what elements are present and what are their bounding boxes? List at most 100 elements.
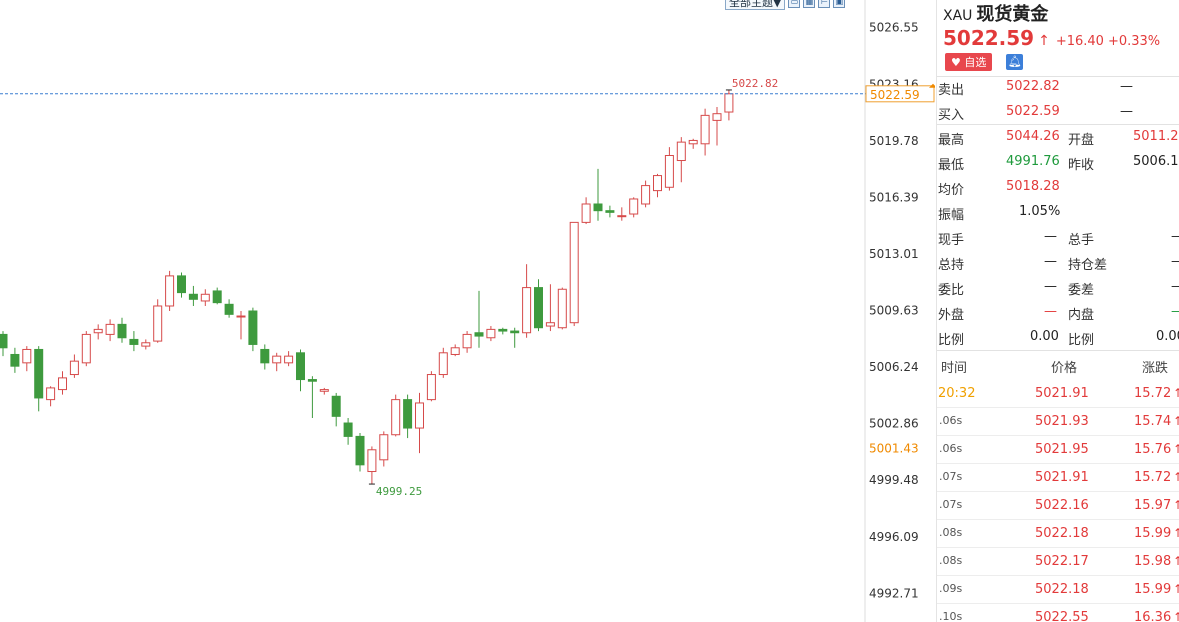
y-tick-label: 4992.71	[869, 586, 919, 600]
low-annotation: 4999.25	[376, 485, 422, 498]
y-tick-label: 5026.55	[869, 21, 919, 35]
last-price: 5022.59	[943, 26, 1035, 50]
trade-time: 20:32	[938, 386, 976, 401]
trade-row: .07s 5021.91 15.72↑	[937, 464, 1179, 492]
y-tick-label: 5013.01	[869, 247, 919, 261]
trade-change: 15.99	[1134, 526, 1172, 541]
current-price-label: 5022.59	[870, 88, 920, 102]
chart-svg[interactable]: 5026.555023.165019.785016.395013.015009.…	[0, 0, 935, 622]
amplitude-value: 1.05%	[1019, 204, 1061, 219]
trade-change: 16.36	[1134, 610, 1172, 622]
candle-body	[379, 434, 389, 461]
trade-time: .09s	[939, 582, 963, 595]
candle-body	[474, 332, 484, 337]
candle-body	[188, 293, 198, 300]
trade-price: 5022.17	[1035, 554, 1089, 569]
candle-body	[403, 399, 413, 429]
divider	[937, 350, 1179, 351]
candle-body	[331, 395, 341, 417]
bid-diff-value: —	[1171, 279, 1179, 294]
candle-body	[81, 333, 91, 364]
candle-body	[415, 402, 424, 429]
high-annotation: 5022.82	[732, 77, 778, 90]
layout-icon[interactable]: ▭	[788, 0, 801, 8]
trade-row: .10s 5022.55 16.36↑	[937, 604, 1179, 622]
bid-ratio-label: 委比	[938, 283, 965, 298]
candle-body	[593, 203, 603, 212]
indicator-icon[interactable]: ▦	[803, 0, 816, 8]
candle-body	[236, 315, 246, 318]
outer-value: —	[1044, 304, 1057, 319]
candle-body	[58, 377, 67, 391]
open-value: 5011.26	[1133, 129, 1179, 144]
bid-diff-label: 委差	[1068, 283, 1095, 298]
candle-body	[307, 379, 317, 382]
up-arrow-icon: ↑	[1173, 582, 1179, 596]
ratio2-label: 比例	[1068, 333, 1095, 348]
candle-body	[296, 352, 305, 381]
up-arrow-icon: ↑	[1173, 498, 1179, 512]
candle-body	[426, 374, 436, 401]
candle-body	[664, 155, 674, 188]
trade-row: .06s 5021.95 15.76↑	[937, 436, 1179, 464]
up-arrow-icon: ↑	[1173, 554, 1179, 568]
add-favorite-button[interactable]: ♥ 自选	[945, 53, 993, 71]
prev-close-label: 昨收	[1068, 158, 1095, 173]
low-value: 4991.76	[1006, 154, 1060, 169]
bell-icon[interactable]: 🔔︎	[1006, 54, 1024, 70]
candle-body	[676, 141, 686, 162]
up-arrow-icon: ↑	[1038, 33, 1050, 49]
candle-body	[34, 348, 44, 399]
price-change-pct: +0.33%	[1107, 34, 1161, 49]
candle-body	[486, 328, 496, 339]
buy-label: 买入	[938, 108, 965, 123]
alt-price-label: 5001.43	[869, 442, 919, 456]
ratio-label: 比例	[938, 333, 965, 348]
trade-price: 5022.18	[1035, 582, 1089, 597]
chart-type-icon[interactable]: ⊢	[818, 0, 831, 8]
buy-value: 5022.59	[1006, 104, 1060, 119]
trade-change: 15.97	[1134, 498, 1172, 513]
low-label: 最低	[938, 158, 965, 173]
candle-body	[93, 328, 103, 334]
candle-body	[641, 185, 651, 205]
total-hand-label: 总手	[1068, 233, 1095, 248]
total-hold-label: 总持	[938, 258, 965, 273]
y-tick-label: 5006.24	[869, 360, 919, 374]
symbol-code: XAU	[943, 8, 973, 24]
trade-price: 5021.91	[1035, 470, 1089, 485]
ratio2-value: 0.00	[1156, 329, 1179, 344]
avg-value: 5018.28	[1006, 179, 1060, 194]
theme-select-button[interactable]: 全部主题▼	[725, 0, 786, 10]
trade-price: 5021.93	[1035, 414, 1089, 429]
candle-body	[0, 333, 8, 349]
candle-body	[450, 347, 460, 355]
up-arrow-icon: ↑	[1173, 414, 1179, 428]
candle-body	[391, 399, 401, 436]
divider	[937, 76, 1179, 77]
trade-row: .09s 5022.18 15.99↑	[937, 576, 1179, 604]
instrument-title: XAU 现货黄金	[943, 0, 1048, 26]
candle-body	[581, 203, 591, 223]
candle-body	[688, 139, 698, 145]
chart-toolbar: 全部主题▼ ▭ ▦ ⊢ ▣	[725, 0, 846, 10]
action-row: ♥ 自选 🔔︎	[945, 53, 1024, 71]
quote-row-ratio: 比例 0.00 比例 0.00	[937, 325, 1179, 350]
total-hold-value: —	[1044, 254, 1057, 269]
high-label: 最高	[938, 133, 965, 148]
candle-body	[712, 113, 722, 121]
candlestick-chart[interactable]: 5026.55 5023.16 5019.78 5016.39 5013.01 5009.…	[0, 0, 935, 622]
candle-body	[272, 355, 282, 364]
divider	[937, 124, 1179, 125]
price-line: 5022.59 ↑ +16.40 +0.33%	[943, 26, 1160, 50]
zoom-icon[interactable]: ▣	[833, 0, 846, 8]
price-change: +16.40	[1055, 34, 1104, 49]
y-tick-label: 5002.86	[869, 417, 919, 431]
current-hand-value: —	[1044, 229, 1057, 244]
candle-body	[212, 290, 222, 304]
trade-time: .07s	[939, 498, 963, 511]
candle-body	[69, 360, 79, 376]
avg-label: 均价	[938, 183, 965, 198]
candle-body	[165, 275, 175, 307]
up-arrow-icon: ↑	[1173, 386, 1179, 400]
